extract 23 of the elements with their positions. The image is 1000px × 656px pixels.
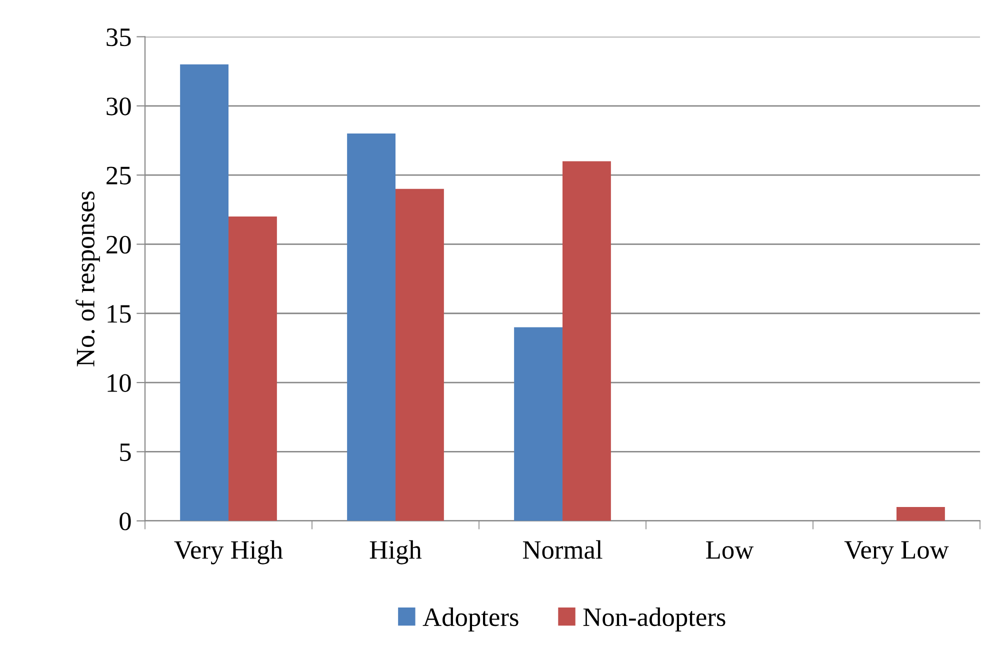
x-tick-label: High	[370, 540, 422, 564]
y-tick-label: 35	[106, 28, 131, 46]
y-tick-label: 10	[108, 374, 131, 392]
bar	[180, 64, 228, 521]
y-axis-title: No. of responses	[76, 191, 100, 366]
bar	[896, 507, 945, 521]
bar	[228, 216, 277, 521]
x-tick-label: Normal	[522, 540, 602, 559]
bar	[514, 327, 562, 521]
y-tick-label: 30	[106, 98, 131, 116]
y-tick-label: 5	[120, 444, 131, 462]
x-tick-label: Low	[706, 541, 754, 559]
y-tick-label: 0	[120, 512, 131, 530]
bar	[396, 188, 444, 521]
legend-label: Adopters	[422, 608, 518, 632]
x-tick-label: Very Low	[844, 541, 949, 564]
y-tick-label: 15	[108, 305, 131, 323]
bar	[347, 134, 396, 521]
legend-label: Non-adopters	[583, 608, 726, 632]
y-tick-label: 20	[106, 236, 131, 254]
bar	[562, 161, 611, 521]
x-tick-label: Very High	[174, 540, 283, 564]
y-tick-label: 25	[106, 166, 131, 184]
